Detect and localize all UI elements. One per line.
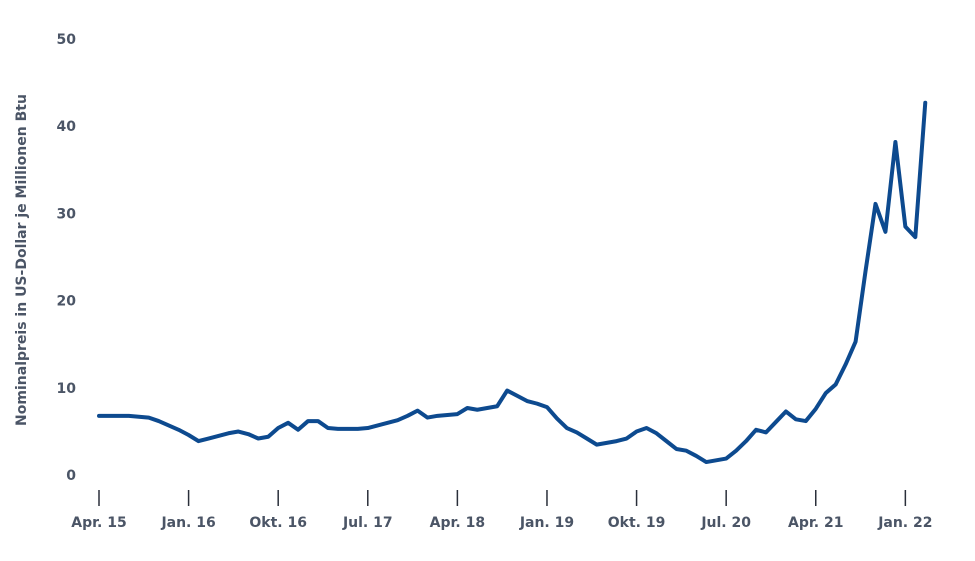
y-tick-label: 20 — [57, 294, 77, 310]
x-tick-label: Apr. 18 — [430, 515, 485, 531]
x-tick-label: Okt. 16 — [249, 515, 307, 531]
y-axis-title: Nominalpreis in US-Dollar je Millionen B… — [14, 94, 30, 426]
y-tick-label: 30 — [57, 206, 77, 222]
y-tick-label: 10 — [57, 381, 77, 397]
x-tick-label: Jan. 19 — [519, 515, 574, 531]
line-series — [97, 100, 928, 465]
x-tick-label: Apr. 15 — [71, 515, 126, 531]
y-tick-label: 40 — [57, 119, 77, 135]
x-tick-label: Apr. 21 — [788, 515, 843, 531]
x-tick-label: Jul. 20 — [700, 515, 751, 531]
y-tick-label: 0 — [66, 468, 76, 484]
y-tick-label: 50 — [57, 32, 77, 48]
x-tick-label: Jan. 16 — [160, 515, 215, 531]
x-tick-label: Jan. 22 — [877, 515, 932, 531]
x-tick-label: Jul. 17 — [342, 515, 393, 531]
x-tick-label: Okt. 19 — [608, 515, 666, 531]
